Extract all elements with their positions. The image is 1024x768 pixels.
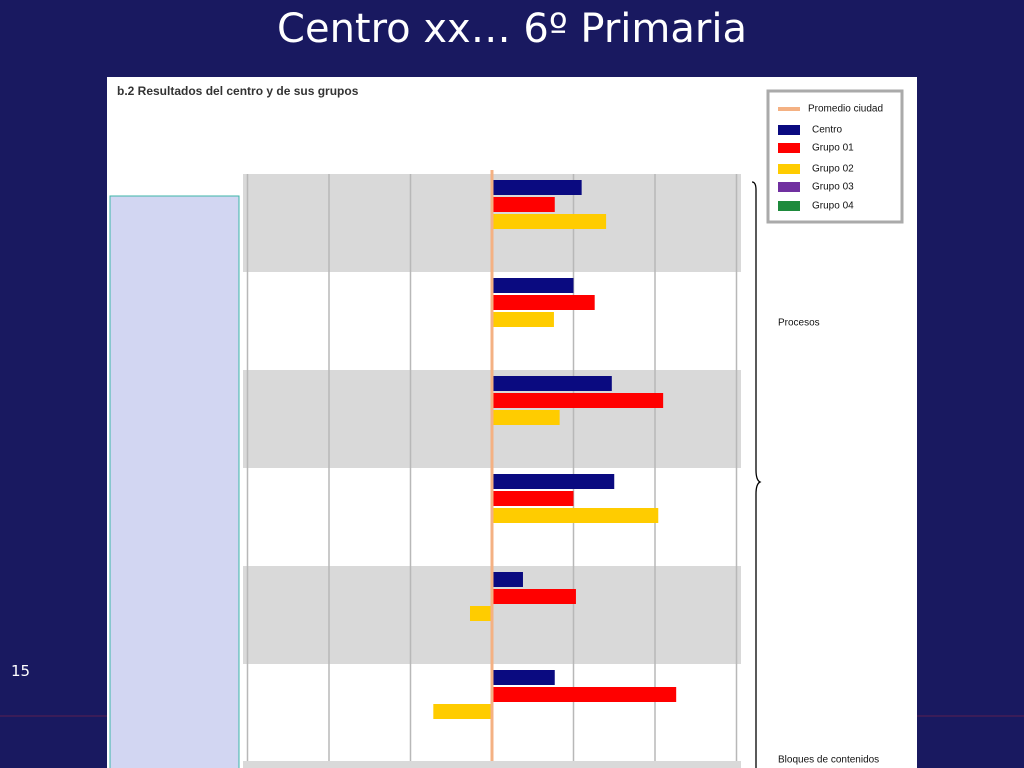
legend-swatch <box>778 182 800 192</box>
annotation: Bloques de contenidos <box>778 755 879 766</box>
bar <box>492 214 607 229</box>
legend <box>766 89 904 224</box>
legend-label: Grupo 03 <box>812 182 854 193</box>
bar <box>492 376 612 391</box>
bar <box>492 474 615 489</box>
plot-area <box>243 170 741 768</box>
bar <box>492 589 576 604</box>
bar <box>492 508 659 523</box>
bar <box>469 606 492 621</box>
bar <box>492 278 574 293</box>
bar <box>492 670 555 685</box>
legend-label: Grupo 01 <box>812 143 854 154</box>
legend-swatch <box>778 201 800 211</box>
bar <box>492 295 595 310</box>
row-band <box>243 761 741 768</box>
legend-swatch <box>778 143 800 153</box>
bar <box>492 410 560 425</box>
bar <box>492 180 582 195</box>
legend-swatch <box>778 164 800 174</box>
bar <box>492 312 554 327</box>
bar <box>492 572 523 587</box>
bar <box>433 704 492 719</box>
bar <box>492 393 664 408</box>
chart-title: b.2 Resultados del centro y de sus grupo… <box>117 84 359 98</box>
legend-label: Promedio ciudad <box>808 104 883 115</box>
bar <box>492 687 677 702</box>
brace <box>751 181 762 768</box>
legend-items: Promedio ciudad Centro Grupo 01 Grupo 02 Gru… <box>778 104 883 212</box>
slide-title: Centro xx… 6º Primaria <box>277 6 747 52</box>
label-panel <box>109 195 240 768</box>
legend-label: Centro <box>812 125 842 136</box>
legend-swatch <box>778 125 800 135</box>
page-number: 15 <box>11 662 31 680</box>
bar <box>492 491 574 506</box>
bar <box>492 197 555 212</box>
annotation: Procesos <box>778 318 820 329</box>
legend-label: Grupo 02 <box>812 164 854 175</box>
legend-label: Grupo 04 <box>812 201 854 212</box>
